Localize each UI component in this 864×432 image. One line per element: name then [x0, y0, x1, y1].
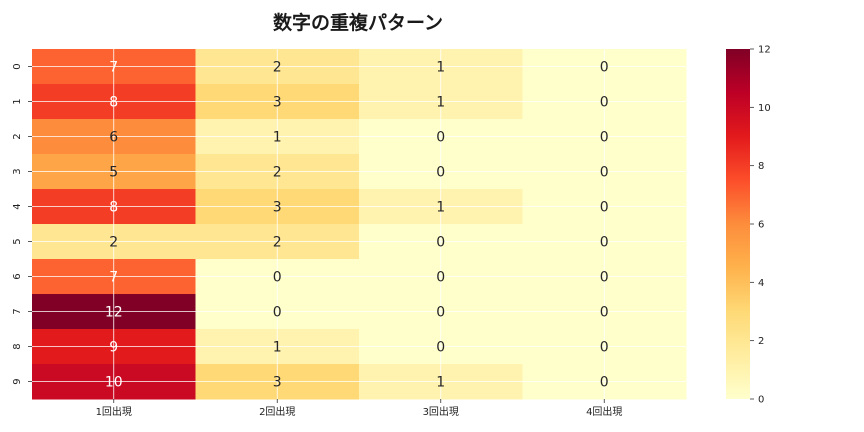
heatmap-gridlines — [32, 49, 686, 399]
heatmap-annotations: 7 2 1 08 3 1 06 1 0 05 2 0 08 3 1 02 2 0 07 0 0 012 0 0 09 1 0 010 3… — [105, 60, 609, 391]
cell-value-label-r7-c0: 12 — [105, 305, 123, 321]
cell-value-label-r9-c3: 0 — [600, 375, 609, 391]
cell-value-label-r6-c0: 7 — [109, 270, 118, 286]
colorbar-tick-label-0: 0 — [758, 395, 764, 406]
cell-value-label-r9-c1: 3 — [273, 375, 282, 391]
cell-value-label-r8-c3: 0 — [600, 340, 609, 356]
cell-value-label-r7-c3: 0 — [600, 305, 609, 321]
cell-value-label-r2-c2: 0 — [436, 130, 445, 146]
cell-value-label-r4-c0: 8 — [109, 200, 118, 216]
x-tick-label-1: 2回出現 — [259, 405, 295, 418]
cell-value-label-r1-c3: 0 — [600, 95, 609, 111]
y-tick-label-8: 8 — [12, 343, 23, 349]
x-tick-label-0: 1回出現 — [96, 405, 132, 418]
cell-value-label-r0-c0: 7 — [109, 60, 118, 76]
y-tick-label-2: 2 — [12, 133, 23, 139]
y-axis-ticks: 0 1 2 3 4 5 6 7 8 9 — [12, 63, 32, 385]
colorbar-gradient — [726, 49, 750, 399]
cell-value-label-r6-c1: 0 — [273, 270, 282, 286]
cell-value-label-r5-c1: 2 — [273, 235, 282, 251]
x-tick-label-3: 4回出現 — [586, 405, 622, 418]
cell-value-label-r6-c3: 0 — [600, 270, 609, 286]
cell-value-label-r0-c1: 2 — [273, 60, 282, 76]
cell-value-label-r3-c3: 0 — [600, 165, 609, 181]
cell-value-label-r3-c1: 2 — [273, 165, 282, 181]
cell-value-label-r2-c0: 6 — [109, 130, 118, 146]
cell-value-label-r2-c3: 0 — [600, 130, 609, 146]
cell-value-label-r1-c2: 1 — [436, 95, 445, 111]
colorbar-tick-label-6: 12 — [758, 45, 771, 56]
y-tick-label-3: 3 — [12, 168, 23, 174]
y-tick-label-1: 1 — [12, 98, 23, 104]
cell-value-label-r1-c1: 3 — [273, 95, 282, 111]
cell-value-label-r9-c0: 10 — [105, 375, 123, 391]
cell-value-label-r8-c2: 0 — [436, 340, 445, 356]
cell-value-label-r5-c3: 0 — [600, 235, 609, 251]
cell-value-label-r7-c1: 0 — [273, 305, 282, 321]
cell-value-label-r3-c0: 5 — [109, 165, 118, 181]
chart-title: 数字の重複パターン — [273, 11, 443, 34]
cell-value-label-r7-c2: 0 — [436, 305, 445, 321]
colorbar-tick-label-1: 2 — [758, 336, 764, 347]
colorbar-tick-label-4: 8 — [758, 161, 764, 172]
cell-value-label-r2-c1: 1 — [273, 130, 282, 146]
colorbar-tick-label-5: 10 — [758, 103, 771, 114]
y-tick-label-5: 5 — [12, 238, 23, 244]
colorbar: 0 2 4 6 8 10 12 — [726, 45, 771, 406]
y-tick-label-4: 4 — [12, 203, 23, 209]
cell-value-label-r8-c1: 1 — [273, 340, 282, 356]
cell-value-label-r0-c2: 1 — [436, 60, 445, 76]
x-axis-ticks: 1回出現 2回出現 3回出現 4回出現 — [96, 399, 622, 418]
cell-value-label-r6-c2: 0 — [436, 270, 445, 286]
y-tick-label-7: 7 — [12, 308, 23, 314]
x-tick-label-2: 3回出現 — [423, 405, 459, 418]
y-tick-label-6: 6 — [12, 273, 23, 279]
y-tick-label-0: 0 — [12, 63, 23, 69]
cell-value-label-r5-c0: 2 — [109, 235, 118, 251]
y-tick-label-9: 9 — [12, 378, 23, 384]
colorbar-tick-label-2: 4 — [758, 278, 764, 289]
cell-value-label-r0-c3: 0 — [600, 60, 609, 76]
cell-value-label-r9-c2: 1 — [436, 375, 445, 391]
cell-value-label-r1-c0: 8 — [109, 95, 118, 111]
cell-value-label-r8-c0: 9 — [109, 340, 118, 356]
colorbar-tick-label-3: 6 — [758, 220, 764, 231]
cell-value-label-r4-c2: 1 — [436, 200, 445, 216]
cell-value-label-r4-c3: 0 — [600, 200, 609, 216]
cell-value-label-r4-c1: 3 — [273, 200, 282, 216]
cell-value-label-r3-c2: 0 — [436, 165, 445, 181]
cell-value-label-r5-c2: 0 — [436, 235, 445, 251]
